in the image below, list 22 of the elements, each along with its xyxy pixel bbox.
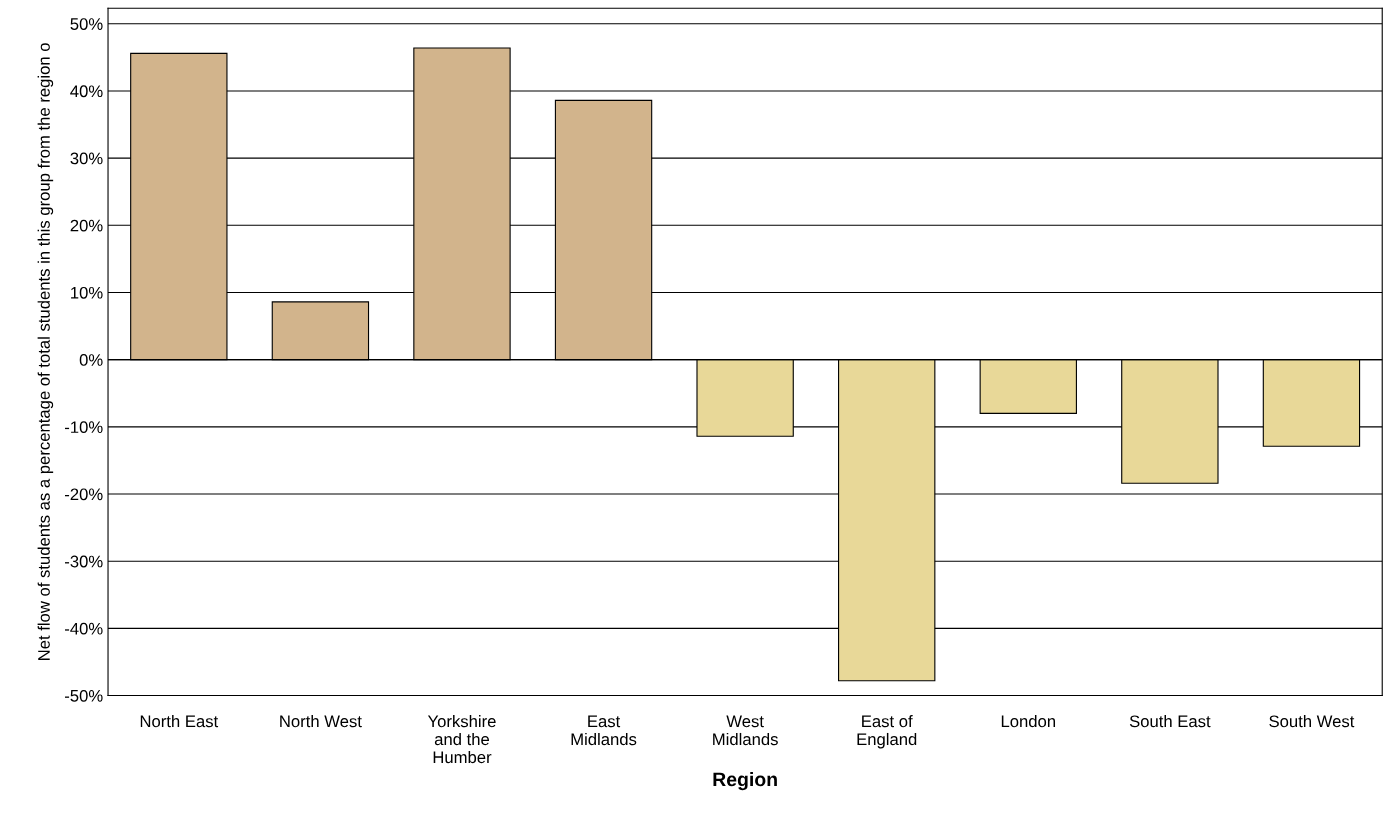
x-tick-label: East Midlands — [571, 715, 637, 746]
y-tick-label: -50% — [65, 689, 103, 702]
x-tick-label: East of England — [857, 715, 917, 749]
y-axis-title: Net flow of students as a percentage of total students in this group from the region o — [37, 43, 54, 660]
x-axis-title: Region — [713, 771, 777, 791]
x-tick-label: North West — [280, 714, 362, 728]
x-tick-label: South West — [1269, 714, 1355, 728]
x-tick-label: South East — [1129, 714, 1211, 728]
y-tick-label: 40% — [70, 85, 103, 98]
y-tick-label: 10% — [71, 286, 103, 299]
y-tick-label: -10% — [65, 421, 103, 434]
y-tick-label: 0% — [79, 354, 103, 366]
y-tick-label: 50% — [70, 18, 103, 30]
x-tick-label: North East — [140, 714, 219, 728]
x-tick-label: London — [1001, 714, 1056, 728]
y-tick-label: -20% — [65, 488, 103, 501]
x-tick-label: Yorkshire and the Humber — [427, 714, 496, 764]
y-tick-label: -40% — [65, 622, 103, 635]
x-tick-label: West Midlands — [713, 715, 778, 746]
y-tick-label: 30% — [70, 152, 103, 165]
y-tick-label: 20% — [70, 219, 103, 232]
y-tick-label: -30% — [65, 555, 103, 568]
